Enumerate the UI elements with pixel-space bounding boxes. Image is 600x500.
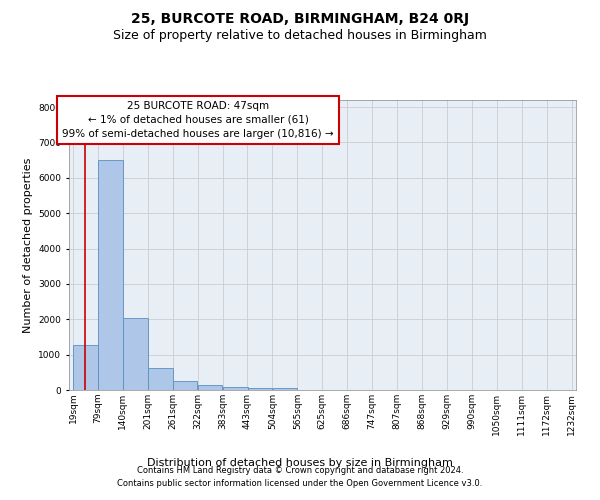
Bar [198, 386, 223, 390]
Bar [223, 387, 248, 390]
Text: 25, BURCOTE ROAD, BIRMINGHAM, B24 0RJ: 25, BURCOTE ROAD, BIRMINGHAM, B24 0RJ [131, 12, 469, 26]
Bar [123, 318, 148, 390]
Bar [73, 344, 98, 390]
Text: Contains HM Land Registry data © Crown copyright and database right 2024.
Contai: Contains HM Land Registry data © Crown c… [118, 466, 482, 487]
Text: 25 BURCOTE ROAD: 47sqm
← 1% of detached houses are smaller (61)
99% of semi-deta: 25 BURCOTE ROAD: 47sqm ← 1% of detached … [62, 101, 334, 139]
Text: Distribution of detached houses by size in Birmingham: Distribution of detached houses by size … [147, 458, 453, 468]
Bar [248, 388, 272, 390]
Bar [98, 160, 122, 390]
Y-axis label: Number of detached properties: Number of detached properties [23, 158, 33, 332]
Bar [173, 381, 197, 390]
Bar [148, 368, 173, 390]
Bar [272, 388, 297, 390]
Text: Size of property relative to detached houses in Birmingham: Size of property relative to detached ho… [113, 29, 487, 42]
